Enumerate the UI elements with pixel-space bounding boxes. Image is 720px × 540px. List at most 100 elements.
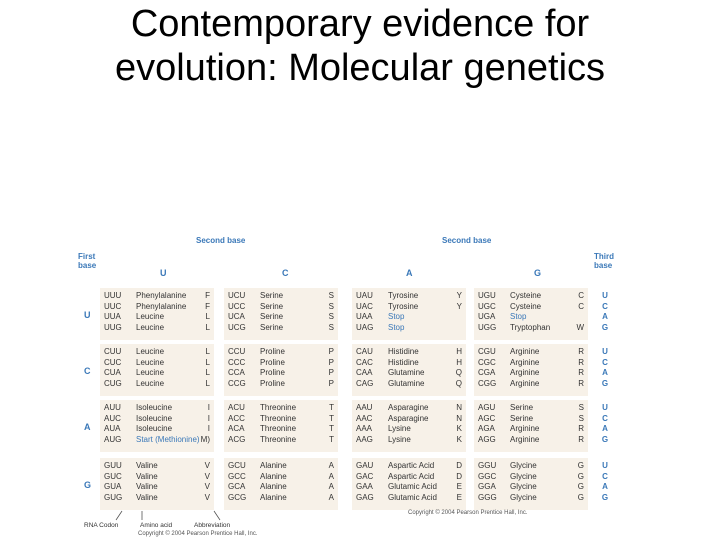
codon-row: AGG Arginine R xyxy=(474,435,588,445)
amino-acid: Threonine xyxy=(260,403,297,412)
codon-cell: AAU Asparagine N AAC Asparagine N AAA Lysine K AA… xyxy=(352,400,466,452)
codon-row: ACA Threonine T xyxy=(224,424,338,434)
amino-acid: Glutamic Acid xyxy=(388,482,437,491)
codon-row: CAA Glutamine Q xyxy=(352,368,466,378)
codon-row: CGG Arginine R xyxy=(474,379,588,389)
codon-row: GCG Alanine A xyxy=(224,493,338,503)
codon-cell: GUU Valine V GUC Valine V GUA Valine V GUG Valine V xyxy=(100,458,214,510)
amino-acid: Arginine xyxy=(510,368,540,377)
amino-acid: Lysine xyxy=(388,424,411,433)
rna-codon: GUG xyxy=(104,492,123,502)
codon-row: AGC Serine S xyxy=(474,414,588,424)
rna-codon: CGA xyxy=(478,368,496,377)
amino-acid: Serine xyxy=(260,291,284,300)
rna-codon: UCU xyxy=(228,291,246,300)
rna-codon: GGU xyxy=(478,461,497,470)
abbreviation: I xyxy=(207,413,210,423)
abbreviation: M) xyxy=(200,434,210,444)
footer-rna-codon: RNA Codon xyxy=(84,522,119,529)
third-base-letter: C xyxy=(602,357,608,367)
rna-codon: GCG xyxy=(228,492,247,502)
codon-row: UAC Tyrosine Y xyxy=(352,302,466,312)
second-base-U: U xyxy=(160,268,167,278)
codon-row: GCA Alanine A xyxy=(224,482,338,492)
amino-acid: Asparagine xyxy=(388,403,429,412)
abbreviation: E xyxy=(456,492,462,502)
amino-acid: Threonine xyxy=(260,424,297,433)
first-base-U: U xyxy=(84,310,91,320)
codon-cell: CGU Arginine R CGC Arginine R CGA Arginine R CGG A… xyxy=(474,344,588,396)
third-base-label: Third base xyxy=(594,252,614,270)
amino-acid: Alanine xyxy=(260,461,287,470)
amino-acid: Tyrosine xyxy=(388,301,419,311)
third-base-letter: G xyxy=(601,378,609,388)
abbreviation: Y xyxy=(456,291,462,300)
rna-codon: GGG xyxy=(478,492,497,502)
amino-acid: Arginine xyxy=(510,357,540,367)
abbreviation: G xyxy=(577,461,584,470)
amino-acid: Serine xyxy=(510,403,534,412)
rna-codon: UUG xyxy=(104,322,122,332)
rna-codon: AGC xyxy=(478,413,496,423)
abbreviation: R xyxy=(578,357,584,367)
codon-row: AAG Lysine K xyxy=(352,435,466,445)
codon-row: CUC Leucine L xyxy=(100,358,214,368)
amino-acid: Glutamine xyxy=(388,378,425,388)
amino-acid: Stop xyxy=(388,312,405,321)
rna-codon: CUA xyxy=(104,368,121,377)
rna-codon: UGU xyxy=(478,291,496,300)
second-base-header-left: Second base xyxy=(196,236,246,245)
amino-acid: Leucine xyxy=(136,347,165,356)
abbreviation: K xyxy=(456,424,462,433)
third-base-letter: G xyxy=(601,434,609,444)
abbreviation: E xyxy=(456,482,462,491)
third-base-letter: U xyxy=(602,347,608,356)
codon-row: ACG Threonine T xyxy=(224,435,338,445)
rna-codon: UCA xyxy=(228,312,245,321)
rna-codon: GAG xyxy=(356,492,374,502)
rna-codon: AUA xyxy=(104,424,121,433)
codon-cell: UCU Serine S UCC Serine S UCA Serine S UCG Serine S xyxy=(224,288,338,340)
third-base-letter: C xyxy=(602,301,608,311)
abbreviation: G xyxy=(577,471,584,481)
abbreviation: R xyxy=(578,434,584,444)
abbreviation: F xyxy=(205,301,210,311)
abbreviation: S xyxy=(578,403,584,412)
codon-cell: GGU Glycine G GGC Glycine G GGA Glycine G GGG Glyc… xyxy=(474,458,588,510)
rna-codon: GAU xyxy=(356,461,374,470)
abbreviation: W xyxy=(576,322,584,332)
codon-row: UGG Tryptophan W xyxy=(474,323,588,333)
amino-acid: Phenylalanine xyxy=(136,301,187,311)
abbreviation: Q xyxy=(455,368,462,377)
amino-acid: Threonine xyxy=(260,413,297,423)
third-base-letter: U xyxy=(602,291,608,300)
codon-cell: AGU Serine S AGC Serine S AGA Arginine R AGG Argin… xyxy=(474,400,588,452)
abbreviation: R xyxy=(578,424,584,433)
second-base-C: C xyxy=(282,268,289,278)
abbreviation: Y xyxy=(456,301,462,311)
footer-abbreviation: Abbreviation xyxy=(194,522,231,529)
codon-cell: CAU Histidine H CAC Histidine H CAA Glutamine Q C… xyxy=(352,344,466,396)
abbreviation: T xyxy=(329,413,334,423)
amino-acid: Arginine xyxy=(510,424,540,433)
rna-codon: CCG xyxy=(228,378,246,388)
codon-row: CAG Glutamine Q xyxy=(352,379,466,389)
rna-codon: CAC xyxy=(356,357,373,367)
abbreviation: S xyxy=(578,413,584,423)
rna-codon: CUG xyxy=(104,378,122,388)
rna-codon: ACC xyxy=(228,413,245,423)
amino-acid: Isoleucine xyxy=(136,424,173,433)
codon-row: CUG Leucine L xyxy=(100,379,214,389)
amino-acid: Glutamine xyxy=(388,368,425,377)
codon-row: GCC Alanine A xyxy=(224,472,338,482)
rna-codon: AUU xyxy=(104,403,121,412)
rna-codon: CGG xyxy=(478,378,497,388)
abbreviation: P xyxy=(328,378,334,388)
codon-row: UUG Leucine L xyxy=(100,323,214,333)
codon-row: UAG Stop xyxy=(352,323,466,333)
genetic-code-figure: Second base Second base First base Third… xyxy=(78,232,624,540)
amino-acid: Proline xyxy=(260,368,285,377)
codon-row: CAC Histidine H xyxy=(352,358,466,368)
amino-acid: Lysine xyxy=(388,434,411,444)
amino-acid: Cysteine xyxy=(510,291,542,300)
